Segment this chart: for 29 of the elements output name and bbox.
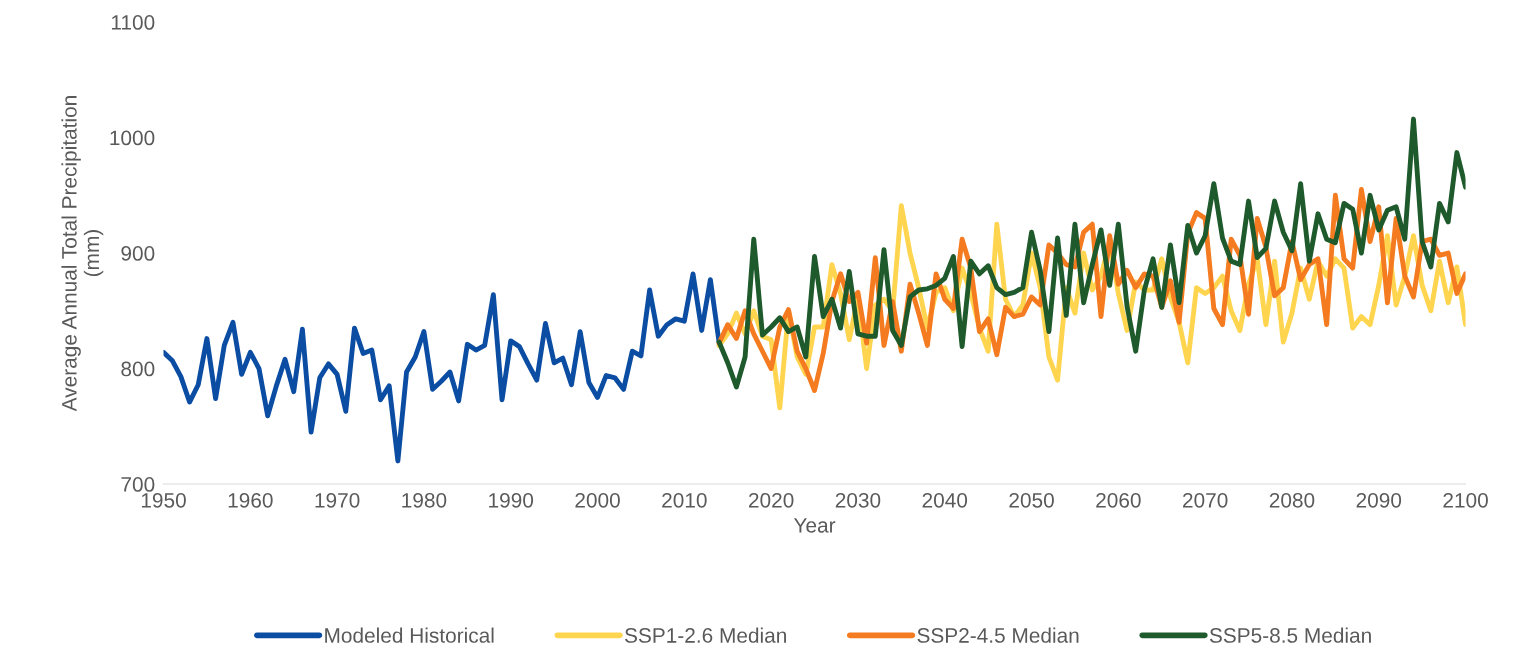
x-tick-label: 1980 <box>402 492 447 508</box>
x-tick-label: 2040 <box>922 492 968 508</box>
x-tick-label: 1970 <box>315 492 360 508</box>
x-tick-label: 1960 <box>228 492 273 508</box>
legend-label: Modeled Historical <box>325 627 494 643</box>
x-tick-label: 2010 <box>662 492 707 508</box>
x-tick-label: 1950 <box>141 492 186 508</box>
x-tick-label: 2060 <box>1096 492 1141 508</box>
y-tick-label: 1000 <box>110 130 155 146</box>
line-series <box>163 271 722 464</box>
y-tick-label: 800 <box>121 361 155 377</box>
y-tick-label: 900 <box>121 246 155 261</box>
x-tick-label: 2000 <box>575 492 620 508</box>
x-tick-label: 2070 <box>1183 492 1228 508</box>
x-tick-label: 2090 <box>1356 492 1402 508</box>
y-tick-label: 1100 <box>111 15 155 30</box>
x-tick-label: 2050 <box>1009 492 1054 508</box>
y-axis-title: Average Annual Total Precipitation (mm) <box>61 96 104 412</box>
x-tick-label: 2100 <box>1443 492 1488 508</box>
y-tick-label: 700 <box>121 477 155 492</box>
x-tick-label: 1990 <box>489 492 534 508</box>
line-series <box>716 116 1466 390</box>
x-tick-label: 2080 <box>1269 492 1315 508</box>
legend-label: SSP1-2.6 Median <box>624 627 786 643</box>
legend-label: SSP5-8.5 Median <box>1209 627 1371 643</box>
x-axis-title: Year <box>793 518 836 533</box>
x-tick-label: 2020 <box>749 492 794 508</box>
x-tick-label: 2030 <box>835 492 881 508</box>
legend-label: SSP2-4.5 Median <box>917 627 1079 643</box>
